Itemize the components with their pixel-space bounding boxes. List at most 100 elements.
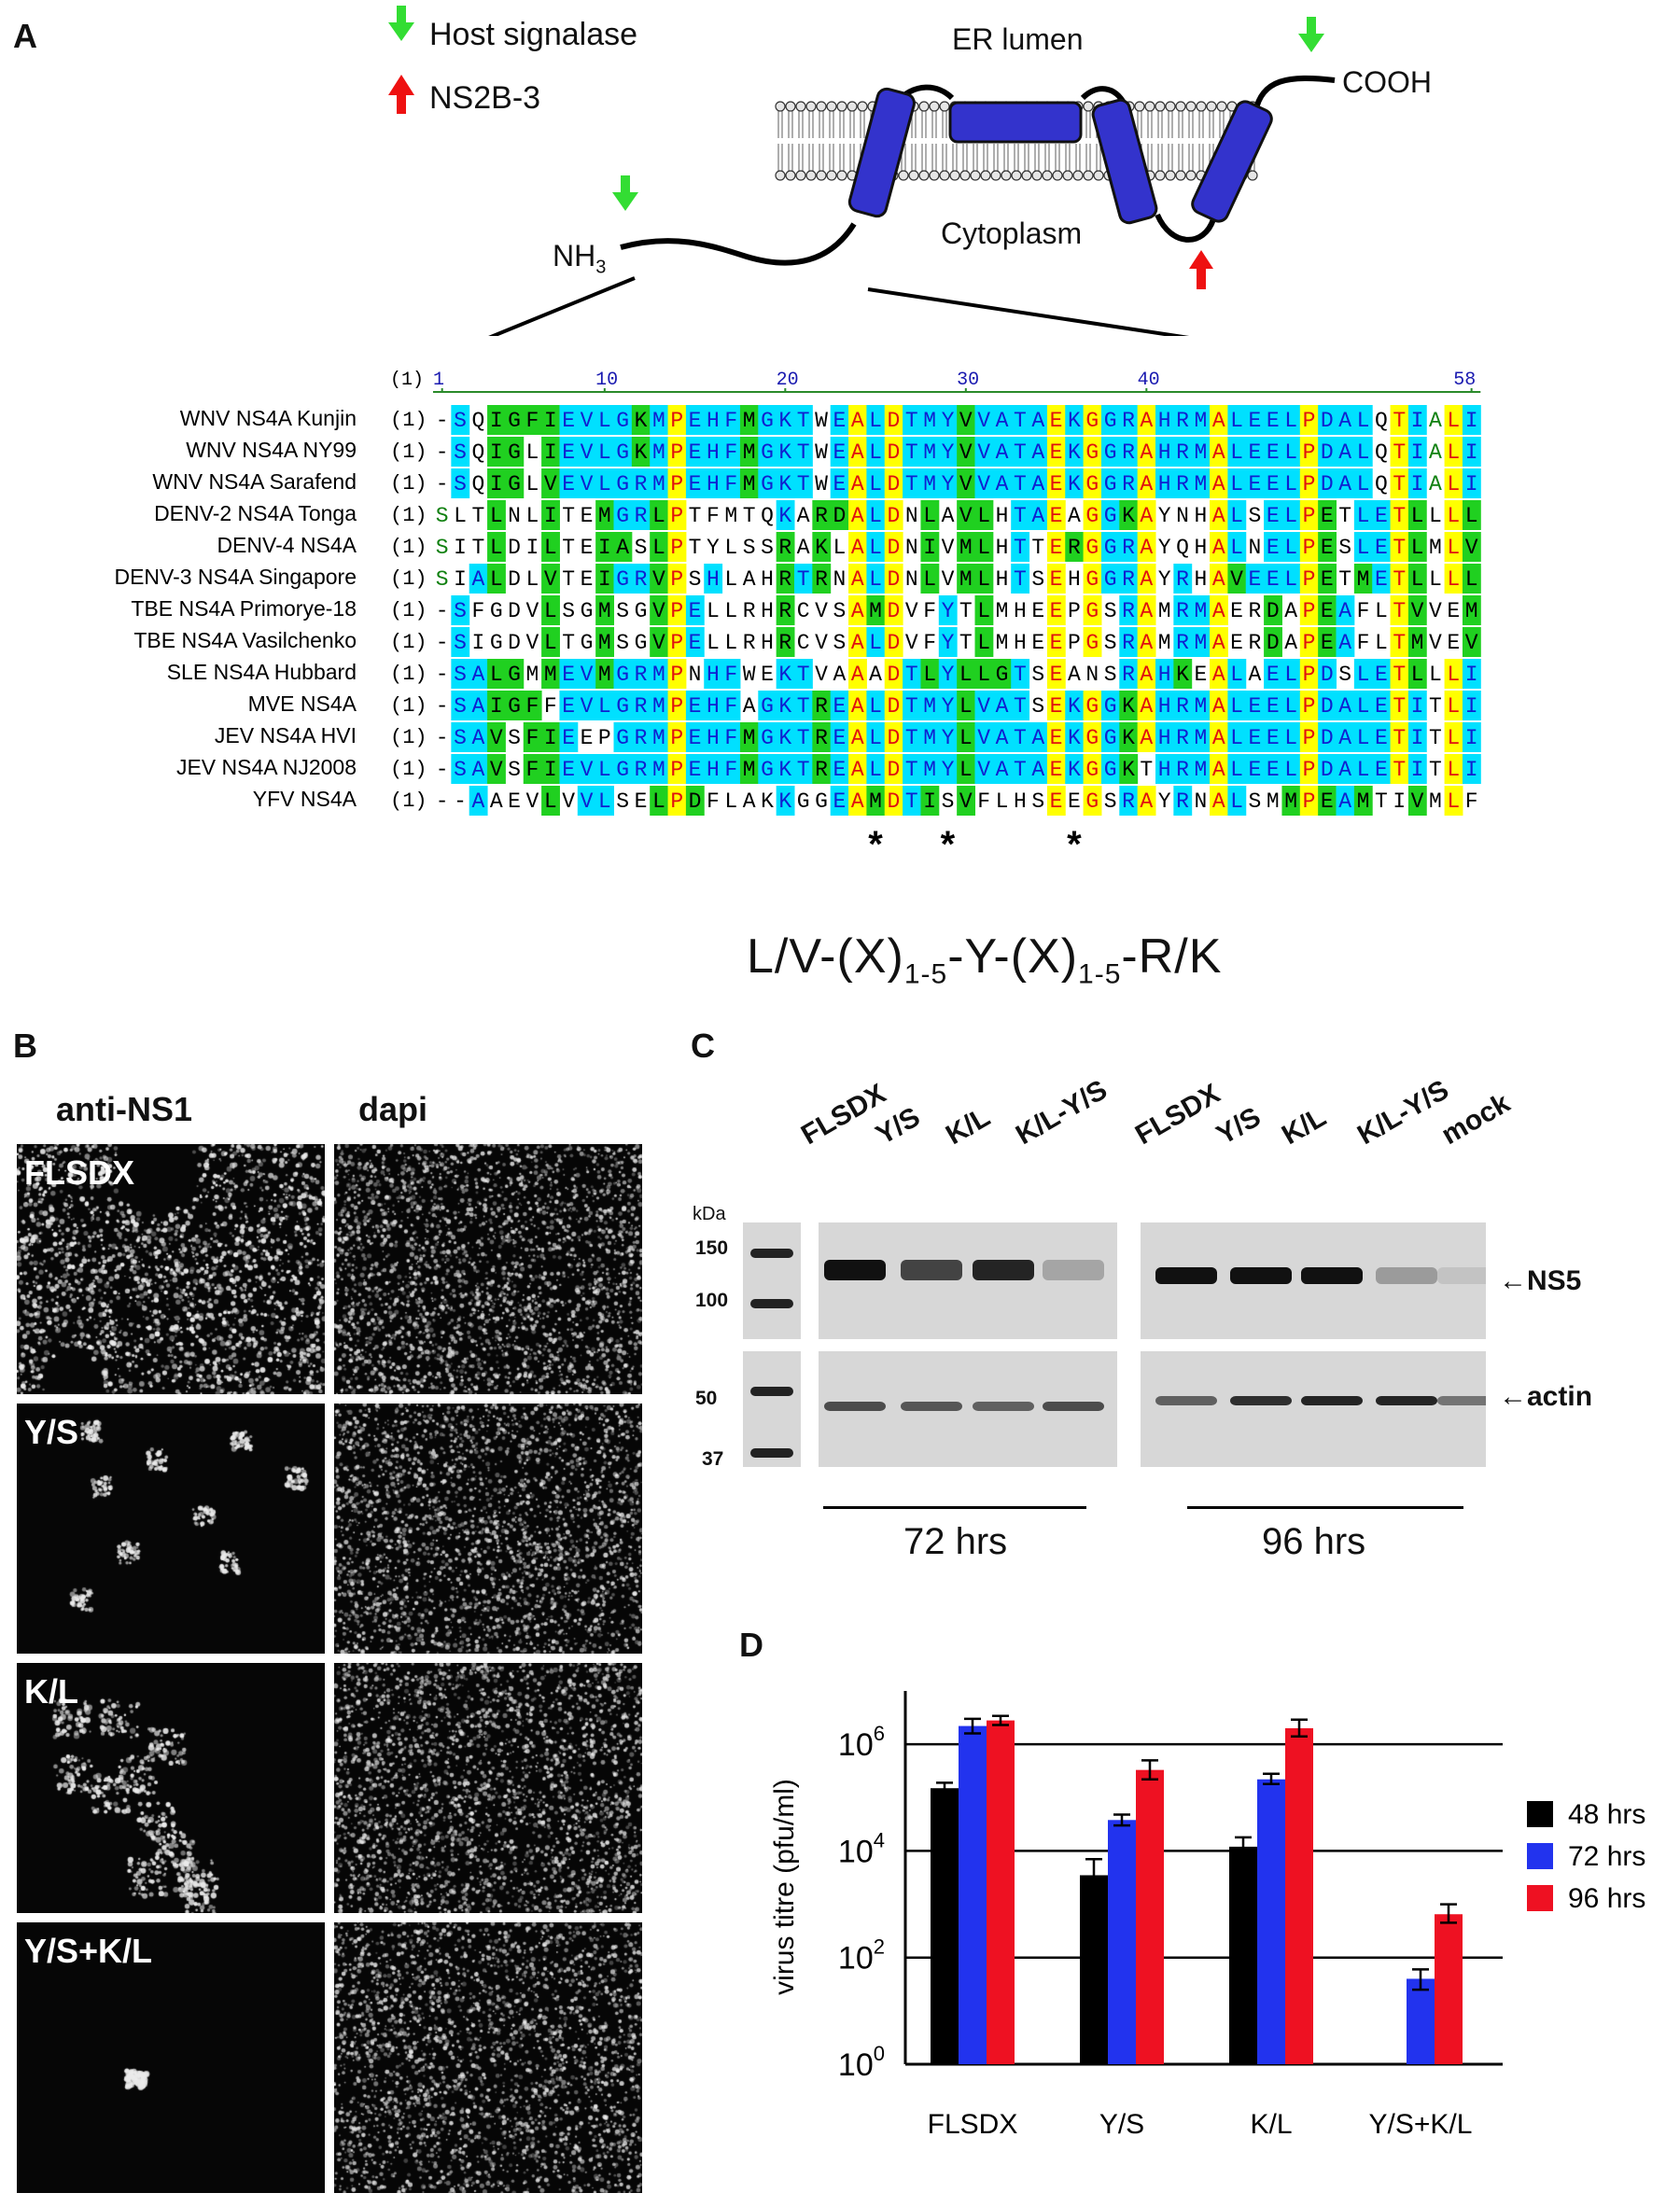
svg-text:S: S xyxy=(635,536,648,560)
svg-text:I: I xyxy=(1411,472,1424,496)
svg-text:M: M xyxy=(743,440,756,465)
svg-text:V: V xyxy=(526,631,539,655)
svg-text:E: E xyxy=(1050,631,1063,655)
svg-text:A: A xyxy=(1212,440,1225,465)
svg-text:E: E xyxy=(1321,789,1334,814)
bar xyxy=(1435,1914,1463,2064)
svg-text:V: V xyxy=(581,789,594,814)
svg-text:T: T xyxy=(562,536,575,560)
svg-text:R: R xyxy=(815,694,828,719)
svg-text:M: M xyxy=(724,504,737,528)
svg-text:(1): (1) xyxy=(390,504,427,527)
svg-text:A: A xyxy=(1212,631,1225,655)
svg-text:L: L xyxy=(1447,472,1460,496)
y-tick-label: 106 xyxy=(838,1722,885,1763)
svg-text:E: E xyxy=(1267,504,1280,528)
svg-text:R: R xyxy=(635,694,648,719)
svg-text:L: L xyxy=(707,599,720,623)
svg-text:S: S xyxy=(1249,504,1262,528)
svg-text:I: I xyxy=(1411,758,1424,782)
svg-text:K: K xyxy=(778,758,791,782)
svg-text:H: H xyxy=(707,758,720,782)
svg-text:L: L xyxy=(1284,694,1297,719)
svg-text:-: - xyxy=(436,694,449,719)
svg-text:L: L xyxy=(1357,536,1370,560)
cooh-label: COOH xyxy=(1342,65,1432,99)
bar xyxy=(959,1725,987,2064)
svg-text:G: G xyxy=(996,663,1009,687)
svg-text:D: D xyxy=(508,567,521,592)
svg-text:E: E xyxy=(1321,599,1334,623)
blot-band xyxy=(824,1260,886,1280)
svg-text:G: G xyxy=(1085,726,1099,750)
svg-text:I: I xyxy=(471,631,484,655)
svg-text:E: E xyxy=(1375,567,1388,592)
svg-text:M: M xyxy=(1357,789,1370,814)
svg-text:V: V xyxy=(544,472,557,496)
svg-text:L: L xyxy=(598,472,611,496)
svg-text:E: E xyxy=(1050,694,1063,719)
svg-text:I: I xyxy=(1411,409,1424,433)
svg-text:M: M xyxy=(1194,440,1207,465)
svg-text:N: N xyxy=(833,567,846,592)
svg-text:E: E xyxy=(689,726,702,750)
svg-text:M: M xyxy=(923,726,936,750)
svg-text:R: R xyxy=(1122,599,1135,623)
conserved-position-asterisk: * xyxy=(868,824,883,865)
micrograph-dapi-yskl xyxy=(334,1922,642,2193)
svg-text:D: D xyxy=(888,631,901,655)
svg-text:K: K xyxy=(778,726,791,750)
svg-text:M: M xyxy=(1267,789,1280,814)
svg-text:S: S xyxy=(1338,536,1351,560)
svg-text:V: V xyxy=(815,631,828,655)
svg-text:I: I xyxy=(1411,694,1424,719)
svg-text:Y: Y xyxy=(942,599,955,623)
svg-text:L: L xyxy=(869,504,882,528)
svg-text:A: A xyxy=(833,663,846,687)
svg-text:T: T xyxy=(797,472,810,496)
svg-text:F: F xyxy=(923,599,936,623)
svg-text:V: V xyxy=(977,726,990,750)
svg-text:L: L xyxy=(1230,758,1243,782)
svg-text:E: E xyxy=(562,758,575,782)
svg-text:E: E xyxy=(1050,536,1063,560)
svg-text:H: H xyxy=(1158,472,1171,496)
svg-text:L: L xyxy=(598,694,611,719)
svg-text:T: T xyxy=(797,663,810,687)
svg-text:L: L xyxy=(1447,694,1460,719)
svg-text:V: V xyxy=(815,599,828,623)
svg-text:L: L xyxy=(1429,567,1442,592)
svg-text:L: L xyxy=(1230,789,1243,814)
svg-text:P: P xyxy=(1303,789,1316,814)
svg-text:K: K xyxy=(778,663,791,687)
micrograph-ns1-ys: Y/S xyxy=(17,1404,325,1654)
svg-text:R: R xyxy=(743,599,756,623)
svg-text:D: D xyxy=(833,504,846,528)
svg-text:I: I xyxy=(490,440,503,465)
svg-text:E: E xyxy=(562,472,575,496)
svg-text:Q: Q xyxy=(761,504,774,528)
svg-text:Y: Y xyxy=(942,663,955,687)
svg-text:L: L xyxy=(996,789,1009,814)
blot-band xyxy=(1043,1260,1104,1280)
timepoint-96: 96 hrs xyxy=(1262,1521,1366,1562)
svg-text:M: M xyxy=(1284,789,1297,814)
svg-text:P: P xyxy=(670,409,683,433)
svg-text:A: A xyxy=(1338,726,1351,750)
svg-text:M: M xyxy=(959,536,973,560)
svg-text:L: L xyxy=(526,440,539,465)
svg-text:H: H xyxy=(707,663,720,687)
marker-37: 37 xyxy=(702,1448,724,1470)
svg-text:S: S xyxy=(1104,631,1117,655)
svg-text:E: E xyxy=(581,567,594,592)
svg-text:L: L xyxy=(544,631,557,655)
svg-text:(1): (1) xyxy=(390,472,427,496)
svg-text:S: S xyxy=(508,758,521,782)
svg-text:L: L xyxy=(869,567,882,592)
svg-text:T: T xyxy=(1393,536,1406,560)
svg-text:A: A xyxy=(1212,567,1225,592)
svg-text:A: A xyxy=(1140,631,1153,655)
svg-text:H: H xyxy=(1158,726,1171,750)
blot-band xyxy=(1376,1396,1437,1405)
svg-text:T: T xyxy=(1014,758,1027,782)
